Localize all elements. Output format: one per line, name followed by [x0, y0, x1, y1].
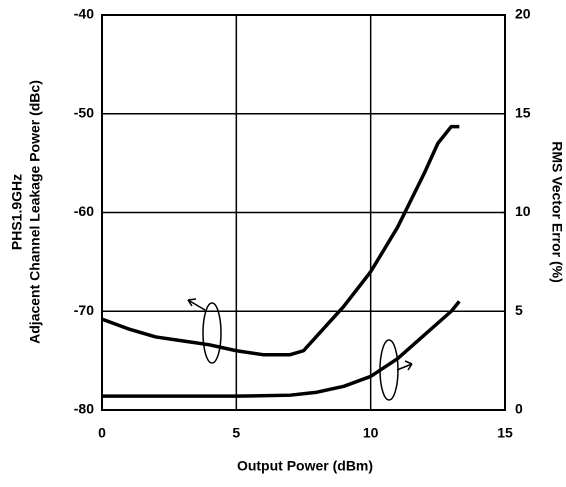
y2-axis-label: RMS Vector Error (%) — [549, 141, 565, 283]
y-axis-label: PHS1.9GHz — [9, 174, 25, 250]
y-tick-label: -40 — [74, 6, 94, 22]
data-line — [102, 300, 461, 398]
y2-tick-label: 20 — [515, 6, 531, 22]
x-tick-label: 0 — [98, 425, 106, 441]
y-tick-label: -50 — [74, 104, 94, 120]
y2-tick-label: 5 — [515, 302, 523, 318]
y2-tick-label: 15 — [515, 104, 531, 120]
x-tick-label: 5 — [232, 425, 240, 441]
x-axis-label: Output Power (dBm) — [237, 458, 373, 474]
x-tick-label: 10 — [363, 425, 379, 441]
annotation — [187, 298, 413, 401]
y2-tick-label: 0 — [515, 401, 523, 417]
data-line — [101, 124, 460, 357]
y2-tick-label: 10 — [515, 203, 531, 219]
y-tick-label: -70 — [74, 302, 94, 318]
y-tick-label: -60 — [74, 203, 94, 219]
x-tick-label: 15 — [497, 425, 513, 441]
y-tick-label: -80 — [74, 401, 94, 417]
y-axis-label: Adjacent Channel Leakage Power (dBc) — [27, 80, 43, 344]
